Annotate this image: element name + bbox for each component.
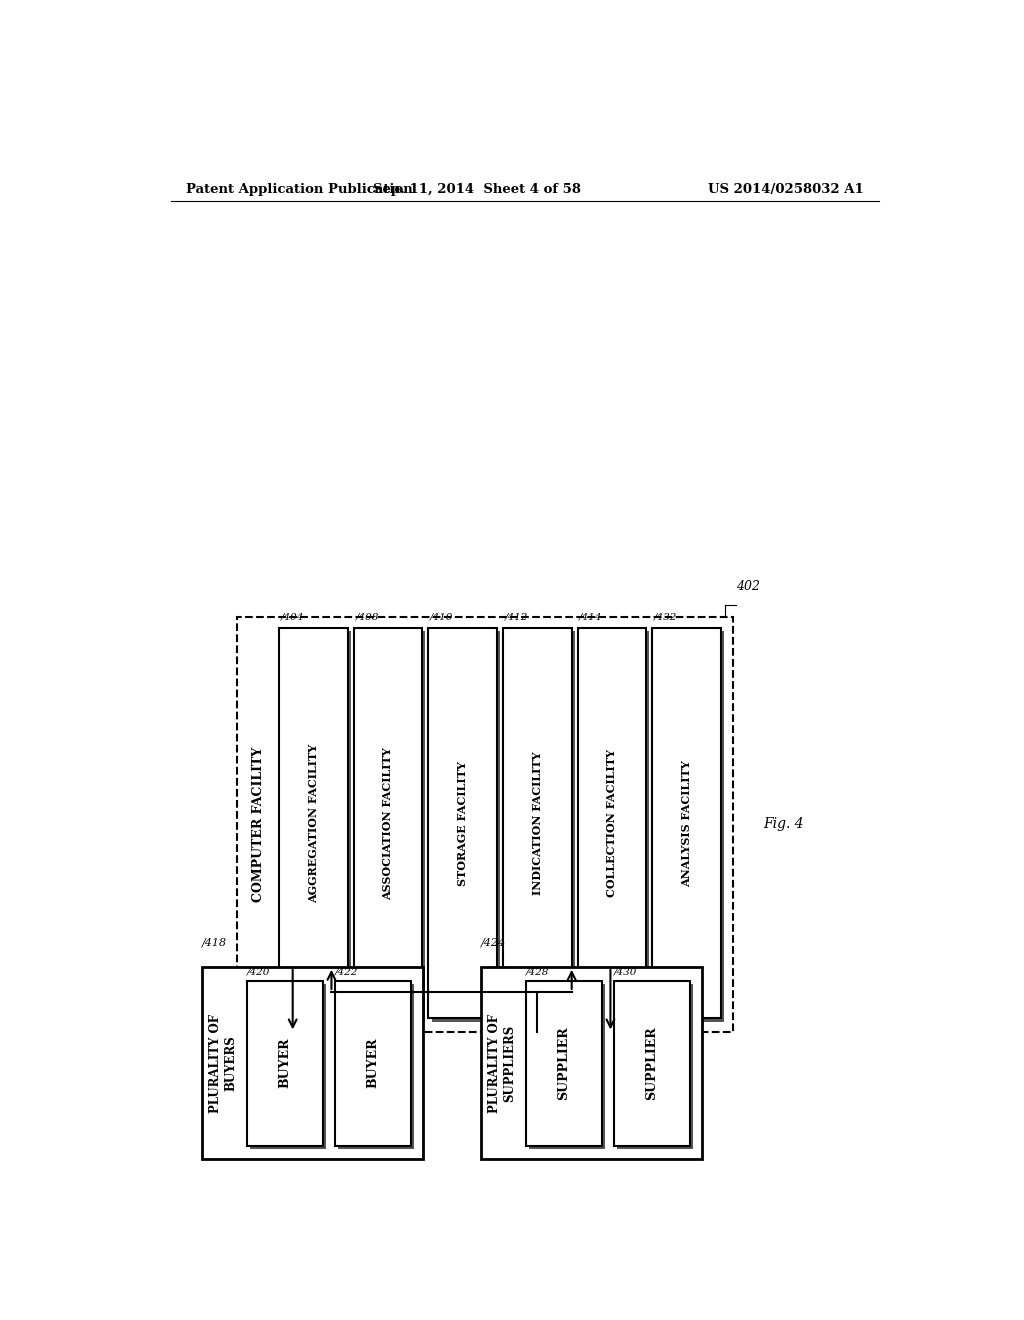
Bar — [280, 628, 347, 1019]
Text: INDICATION FACILITY: INDICATION FACILITY — [531, 751, 543, 895]
Text: /414: /414 — [580, 612, 603, 622]
Text: 402: 402 — [736, 581, 761, 594]
Text: /428: /428 — [525, 968, 549, 977]
Bar — [528, 983, 605, 1148]
Text: PLURALITY OF
BUYERS: PLURALITY OF BUYERS — [209, 1014, 238, 1113]
Text: /430: /430 — [613, 968, 637, 977]
Text: BUYER: BUYER — [367, 1038, 379, 1089]
Bar — [247, 981, 323, 1146]
Bar — [613, 981, 690, 1146]
Bar — [357, 631, 425, 1022]
Text: STORAGE FACILITY: STORAGE FACILITY — [457, 760, 468, 886]
Bar — [616, 983, 693, 1148]
Bar — [250, 983, 326, 1148]
Bar — [652, 628, 721, 1019]
Text: Sep. 11, 2014  Sheet 4 of 58: Sep. 11, 2014 Sheet 4 of 58 — [373, 182, 581, 195]
Bar — [578, 628, 646, 1019]
Text: /412: /412 — [505, 612, 528, 622]
Text: /418: /418 — [202, 937, 226, 948]
Bar — [525, 981, 602, 1146]
Text: SUPPLIER: SUPPLIER — [557, 1027, 570, 1100]
Bar — [581, 631, 649, 1022]
Bar — [283, 631, 350, 1022]
Text: AGGREGATION FACILITY: AGGREGATION FACILITY — [308, 743, 318, 903]
Bar — [480, 966, 701, 1159]
Text: /432: /432 — [654, 612, 677, 622]
Text: PLURALITY OF
SUPPLIERS: PLURALITY OF SUPPLIERS — [488, 1014, 516, 1113]
Bar — [335, 981, 411, 1146]
Text: /410: /410 — [430, 612, 454, 622]
Text: Fig. 4: Fig. 4 — [764, 817, 804, 832]
Bar — [202, 966, 423, 1159]
Text: US 2014/0258032 A1: US 2014/0258032 A1 — [709, 182, 864, 195]
Text: COMPUTER FACILITY: COMPUTER FACILITY — [252, 747, 264, 902]
Bar — [338, 983, 414, 1148]
Text: /404: /404 — [281, 612, 304, 622]
Text: Patent Application Publication: Patent Application Publication — [186, 182, 413, 195]
Text: /424: /424 — [480, 937, 506, 948]
Text: ASSOCIATION FACILITY: ASSOCIATION FACILITY — [383, 747, 393, 900]
Bar — [503, 628, 571, 1019]
Text: SUPPLIER: SUPPLIER — [645, 1027, 658, 1100]
Bar — [428, 628, 497, 1019]
Bar — [655, 631, 724, 1022]
Text: ANALYSIS FACILITY: ANALYSIS FACILITY — [681, 760, 692, 887]
Bar — [237, 616, 732, 1032]
Bar — [353, 628, 422, 1019]
Bar — [431, 631, 500, 1022]
Text: /422: /422 — [335, 968, 358, 977]
Text: COLLECTION FACILITY: COLLECTION FACILITY — [606, 750, 617, 898]
Text: BUYER: BUYER — [279, 1038, 291, 1089]
Bar — [506, 631, 574, 1022]
Text: /408: /408 — [355, 612, 379, 622]
Text: /420: /420 — [247, 968, 270, 977]
